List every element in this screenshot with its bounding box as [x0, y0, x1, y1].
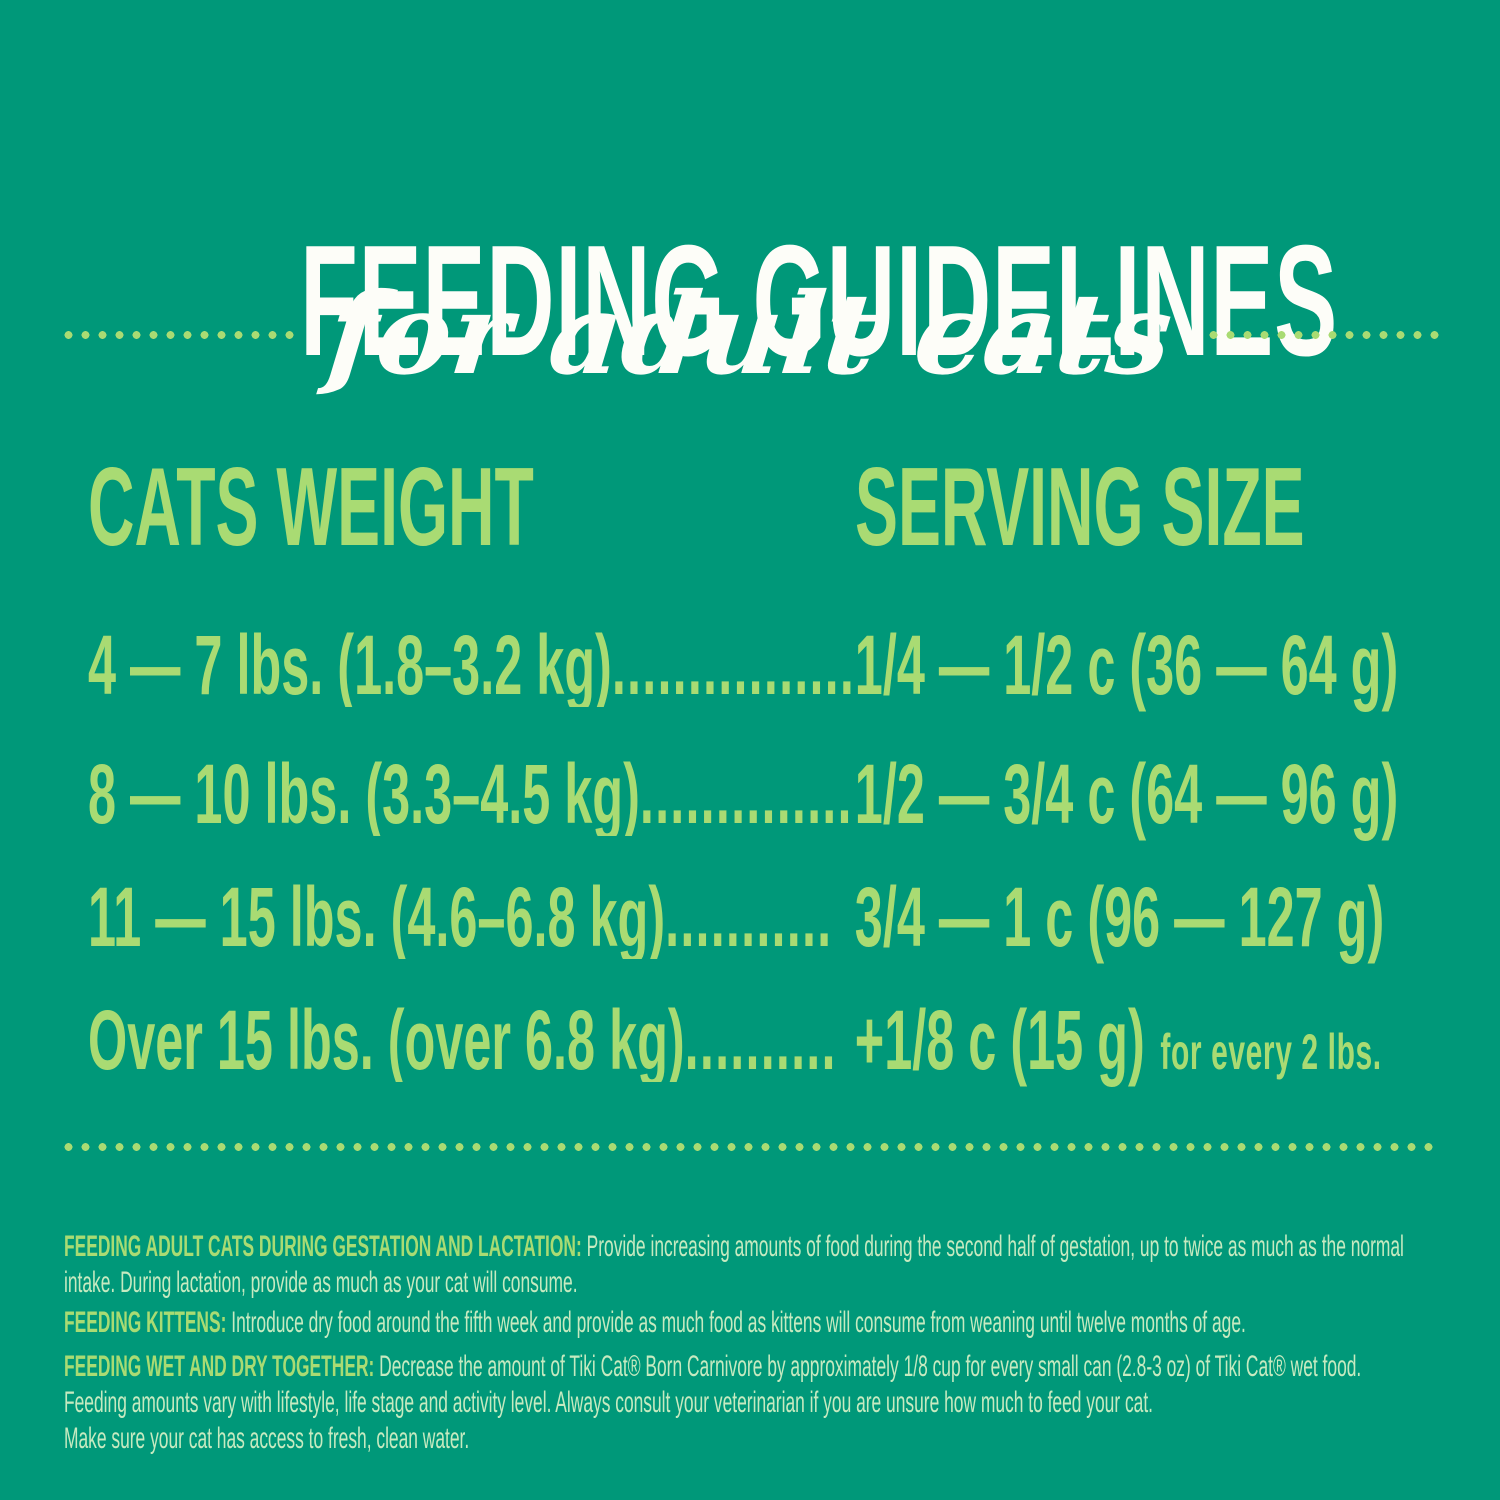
- table-row: 11 — 15 lbs. (4.6–6.8 kg)........... 3/4…: [88, 875, 1440, 959]
- paragraph-line: Introduce dry food around the fifth week…: [231, 1306, 1246, 1339]
- footer-paragraph-gestation: FEEDING ADULT CATS DURING GESTATION AND …: [64, 1229, 1440, 1301]
- dot-leader: ...........: [665, 875, 833, 959]
- column-header-serving-size: SERVING SIZE: [855, 445, 1305, 569]
- dot-leader: ..............: [639, 752, 853, 836]
- weight-column: Over 15 lbs. (over 6.8 kg)..........: [88, 998, 855, 1082]
- weight-value: 4 — 7 lbs. (1.8–3.2 kg): [88, 623, 612, 707]
- page-title: FEEDING GUIDELINES: [299, 212, 1338, 389]
- column-header-cats-weight: CATS WEIGHT: [88, 445, 534, 569]
- paragraph-line: Feeding amounts vary with lifestyle, lif…: [64, 1386, 1154, 1419]
- weight-column: 8 — 10 lbs. (3.3–4.5 kg)..............: [88, 752, 855, 836]
- serving-value: 1/2 — 3/4 c (64 — 96 g): [854, 747, 1399, 841]
- serving-note: for every 2 lbs.: [1160, 1024, 1382, 1080]
- weight-column: 11 — 15 lbs. (4.6–6.8 kg)...........: [88, 875, 855, 959]
- paragraph-line: intake. During lactation, provide as muc…: [64, 1266, 578, 1299]
- weight-value: 8 — 10 lbs. (3.3–4.5 kg): [88, 752, 640, 836]
- paragraph-line: Make sure your cat has access to fresh, …: [64, 1422, 470, 1455]
- paragraph-line: Decrease the amount of Tiki Cat® Born Ca…: [379, 1350, 1362, 1383]
- dotted-line-right: [1205, 328, 1440, 341]
- table-row: Over 15 lbs. (over 6.8 kg).......... +1/…: [88, 998, 1440, 1082]
- dotted-divider: [60, 1141, 1440, 1153]
- paragraph-lead: FEEDING KITTENS:: [64, 1306, 227, 1339]
- weight-value: Over 15 lbs. (over 6.8 kg): [88, 998, 685, 1082]
- paragraph-line: Provide increasing amounts of food durin…: [586, 1230, 1404, 1263]
- table-row: 8 — 10 lbs. (3.3–4.5 kg).............. 1…: [88, 752, 1440, 836]
- paragraph-lead: FEEDING ADULT CATS DURING GESTATION AND …: [64, 1230, 582, 1263]
- dot-leader: ................: [611, 623, 855, 707]
- serving-value: 3/4 — 1 c (96 — 127 g): [854, 870, 1385, 964]
- serving-value: 1/4 — 1/2 c (36 — 64 g): [854, 618, 1399, 712]
- footer-paragraph-wet-dry: FEEDING WET AND DRY TOGETHER: Decrease t…: [64, 1349, 1440, 1457]
- subtitle-row: for adult cats: [60, 252, 1440, 417]
- dotted-line-left: [60, 328, 295, 341]
- footer-paragraph-kittens: FEEDING KITTENS: Introduce dry food arou…: [64, 1305, 1440, 1341]
- dot-leader: ..........: [684, 998, 837, 1082]
- weight-column: 4 — 7 lbs. (1.8–3.2 kg)................: [88, 623, 855, 707]
- weight-value: 11 — 15 lbs. (4.6–6.8 kg): [88, 875, 666, 959]
- subtitle: for adult cats: [322, 268, 1178, 400]
- paragraph-lead: FEEDING WET AND DRY TOGETHER:: [64, 1350, 375, 1383]
- table-row: 4 — 7 lbs. (1.8–3.2 kg)................ …: [88, 623, 1440, 707]
- serving-value: +1/8 c (15 g): [854, 993, 1145, 1087]
